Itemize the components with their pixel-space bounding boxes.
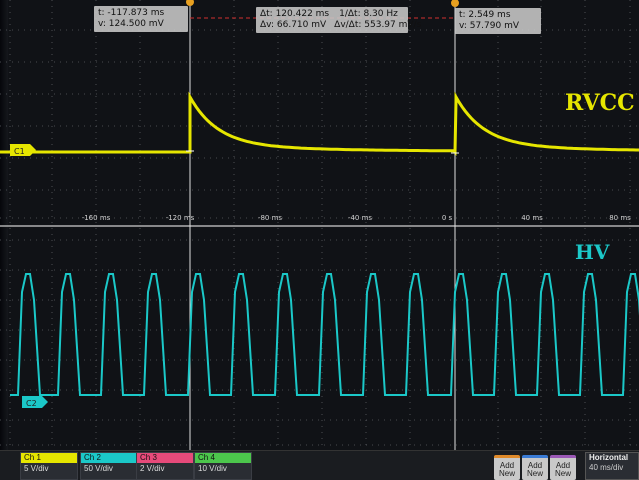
ch2-name: Ch 2	[81, 453, 137, 463]
upper-graticule	[0, 0, 639, 225]
ch1-waveform	[0, 91, 639, 157]
inverse-delta-time: 1/Δt: 8.30 Hz	[339, 9, 398, 19]
time-tick-label: -120 ms	[166, 214, 195, 222]
ch2-scale: 50 V/div	[84, 464, 113, 473]
add-new-math-button[interactable]: Add New	[494, 455, 520, 480]
time-tick-label: -40 ms	[348, 214, 372, 222]
ch1-marker[interactable]: C1	[10, 144, 36, 156]
time-tick-label: -160 ms	[82, 214, 111, 222]
time-tick-label: -80 ms	[258, 214, 282, 222]
svg-text:C1: C1	[14, 147, 25, 156]
ch3-badge[interactable]: Ch 3 2 V/div	[136, 452, 194, 480]
hv-label: HV	[575, 240, 610, 264]
ch4-badge[interactable]: Ch 4 10 V/div	[194, 452, 252, 480]
add-new-ref-button[interactable]: Add New	[522, 455, 548, 480]
cursor-b-voltage: v: 57.790 mV	[459, 21, 520, 31]
cursor-b-readout: t: 2.549 ms v: 57.790 mV	[455, 8, 541, 34]
time-tick-label: 40 ms	[521, 214, 543, 222]
ch1-name: Ch 1	[21, 453, 77, 463]
time-tick-label: 0 s	[442, 214, 453, 222]
ch4-name: Ch 4	[195, 453, 251, 463]
add-new-bus-button[interactable]: Add New	[550, 455, 576, 480]
cursor-a-time: t: -117.873 ms	[98, 8, 165, 18]
ch4-scale: 10 V/div	[198, 464, 227, 473]
ch3-name: Ch 3	[137, 453, 193, 463]
ch2-waveform	[10, 273, 639, 396]
waveform-plot: -160 ms -120 ms -80 ms -40 ms 0 s 40 ms 80 ms …	[0, 0, 639, 450]
delta-readout: Δt: 120.422 ms 1/Δt: 8.30 Hz Δv: 66.710 …	[256, 7, 421, 33]
time-axis-labels: -160 ms -120 ms -80 ms -40 ms 0 s 40 ms 80 ms	[82, 214, 631, 222]
delta-voltage: Δv: 66.710 mV	[260, 20, 327, 30]
ch3-scale: 2 V/div	[140, 464, 165, 473]
ch1-scale: 5 V/div	[24, 464, 49, 473]
horizontal-scale: 40 ms/div	[589, 463, 624, 472]
delta-slope: Δv/Δt: 553.97 mV/s	[334, 20, 422, 30]
svg-text:C2: C2	[26, 399, 37, 408]
lower-graticule	[0, 228, 639, 450]
delta-time: Δt: 120.422 ms	[260, 9, 330, 19]
cursor-b-handle[interactable]	[451, 0, 459, 7]
ch2-marker[interactable]: C2	[22, 396, 48, 408]
horizontal-settings[interactable]: Horizontal 40 ms/div	[585, 452, 639, 480]
cursor-b-time: t: 2.549 ms	[459, 10, 511, 20]
rvcc-label: RVCC	[565, 90, 635, 116]
cursor-a-handle[interactable]	[186, 0, 194, 6]
time-tick-label: 80 ms	[609, 214, 631, 222]
horizontal-title: Horizontal	[589, 453, 629, 462]
cursor-a-readout: t: -117.873 ms v: 124.500 mV	[94, 6, 188, 32]
ch2-badge[interactable]: Ch 2 50 V/div	[80, 452, 138, 480]
ch1-badge[interactable]: Ch 1 5 V/div	[20, 452, 78, 480]
cursor-a-voltage: v: 124.500 mV	[98, 19, 164, 29]
screen-bezel	[0, 0, 8, 480]
